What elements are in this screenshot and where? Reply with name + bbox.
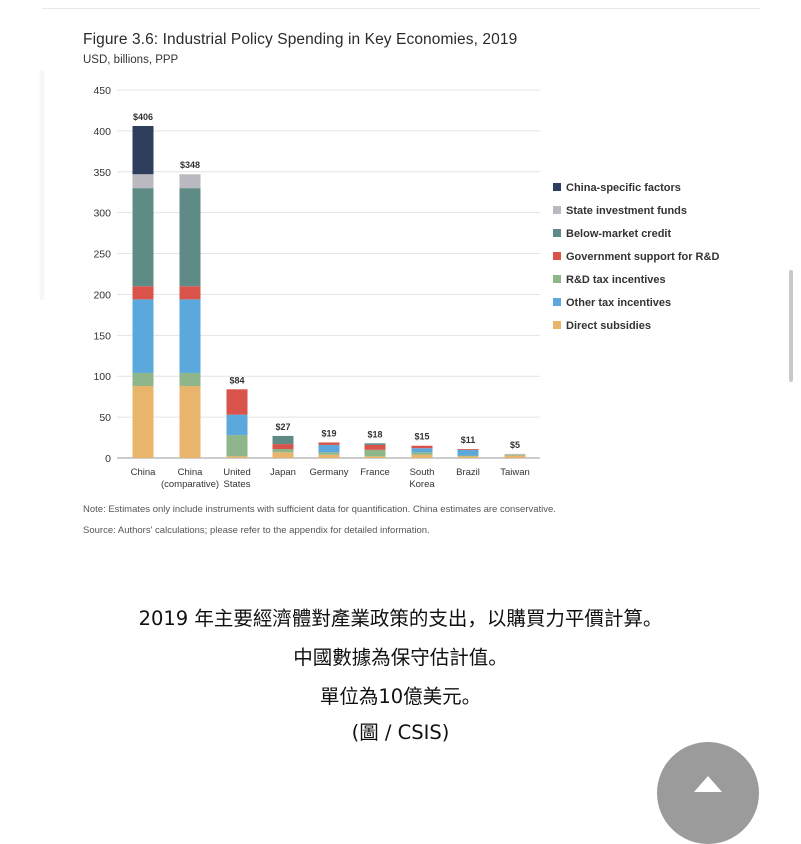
x-tick-label-china-comparative--line2: (comparative) xyxy=(161,479,219,490)
figure-title: Figure 3.6: Industrial Policy Spending i… xyxy=(83,31,518,48)
bar-segment-germany-r-d-tax-incentives xyxy=(318,452,340,455)
bar-segment-germany-government-support-for-r-d xyxy=(318,442,340,445)
bar-segment-taiwan-direct-subsidies xyxy=(504,455,526,458)
bar-segment-china-comparative--other-tax-incentives xyxy=(179,299,201,373)
bar-segment-south-korea-other-tax-incentives xyxy=(411,448,433,453)
x-tick-label-germany: Germany xyxy=(309,467,348,478)
total-label-united-states: $84 xyxy=(229,375,244,385)
bar-segment-france-r-d-tax-incentives xyxy=(364,449,386,457)
bar-segment-germany-direct-subsidies xyxy=(318,454,340,458)
x-tick-label-united-states-line2: States xyxy=(224,479,251,490)
legend-swatch-state-investment-funds xyxy=(553,206,561,214)
total-label-japan: $27 xyxy=(275,422,290,432)
up-arrow-icon xyxy=(694,776,722,792)
y-tick-label-200: 200 xyxy=(93,289,111,301)
bar-segment-china-r-d-tax-incentives xyxy=(132,372,154,387)
bar-segment-china-below-market-credit xyxy=(132,188,154,287)
x-tick-label-taiwan: Taiwan xyxy=(500,467,530,478)
x-tick-label-south-korea-line2: Korea xyxy=(409,479,435,490)
bar-segment-china-comparative--below-market-credit xyxy=(179,188,201,287)
figure-subtitle: USD, billions, PPP xyxy=(83,54,179,66)
legend-swatch-china-specific-factors xyxy=(553,183,561,191)
bar-segment-china-comparative--direct-subsidies xyxy=(179,386,201,458)
total-label-china-comparative-: $348 xyxy=(180,160,200,170)
total-label-south-korea: $15 xyxy=(414,432,429,442)
x-tick-label-united-states: United xyxy=(223,467,250,478)
bar-segment-japan-below-market-credit xyxy=(272,435,294,445)
legend-label-r-d-tax-incentives: R&D tax incentives xyxy=(566,274,666,286)
scroll-to-top-button[interactable] xyxy=(657,742,759,844)
bar-segment-brazil-r-d-tax-incentives xyxy=(457,455,479,457)
bar-segment-china-state-investment-funds xyxy=(132,174,154,189)
bar-segment-japan-r-d-tax-incentives xyxy=(272,449,294,453)
legend-label-state-investment-funds: State investment funds xyxy=(566,205,687,217)
figure-note: Note: Estimates only include instruments… xyxy=(83,504,556,515)
legend-label-government-support-for-r-d: Government support for R&D xyxy=(566,251,719,263)
bar-segment-japan-direct-subsidies xyxy=(272,452,294,458)
y-tick-label-150: 150 xyxy=(93,330,111,342)
bar-segment-china-comparative--r-d-tax-incentives xyxy=(179,372,201,387)
bar-segment-china-comparative--government-support-for-r-d xyxy=(179,286,201,300)
bar-segment-germany-other-tax-incentives xyxy=(318,444,340,453)
legend-swatch-other-tax-incentives xyxy=(553,298,561,306)
caption-line-1: 2019 年主要經濟體對產業政策的支出，以購買力平價計算。 xyxy=(138,607,663,630)
legend-swatch-r-d-tax-incentives xyxy=(553,275,561,283)
bar-segment-united-states-other-tax-incentives xyxy=(226,414,248,436)
legend-label-below-market-credit: Below-market credit xyxy=(566,228,671,240)
x-tick-label-china-comparative-: China xyxy=(178,467,204,478)
bar-segment-united-states-r-d-tax-incentives xyxy=(226,435,248,457)
bar-segment-china-direct-subsidies xyxy=(132,386,154,458)
top-divider xyxy=(42,8,760,9)
bar-segment-united-states-government-support-for-r-d xyxy=(226,389,248,415)
bar-segment-china-other-tax-incentives xyxy=(132,299,154,373)
x-tick-label-brazil: Brazil xyxy=(456,467,480,478)
bar-segment-japan-government-support-for-r-d xyxy=(272,444,294,450)
caption-line-4: (圖 / CSIS) xyxy=(351,721,450,744)
bar-segment-france-below-market-credit xyxy=(364,443,386,445)
figure-source: Source: Authors' calculations; please re… xyxy=(83,525,430,536)
y-tick-label-300: 300 xyxy=(93,208,111,220)
y-tick-label-250: 250 xyxy=(93,249,111,261)
legend-label-china-specific-factors: China-specific factors xyxy=(566,182,681,194)
bar-segment-china-government-support-for-r-d xyxy=(132,286,154,300)
caption-line-2: 中國數據為保守估計值。 xyxy=(293,646,508,669)
total-label-france: $18 xyxy=(367,429,382,439)
y-tick-label-350: 350 xyxy=(93,167,111,179)
x-tick-label-japan: Japan xyxy=(270,467,296,478)
bar-segment-china-comparative--state-investment-funds xyxy=(179,174,201,189)
bar-segment-china-china-specific-factors xyxy=(132,125,154,175)
legend-swatch-direct-subsidies xyxy=(553,321,561,329)
legend-swatch-government-support-for-r-d xyxy=(553,252,561,260)
x-tick-label-france: France xyxy=(360,467,390,478)
legend-label-direct-subsidies: Direct subsidies xyxy=(566,320,651,332)
image-edge-shadow xyxy=(38,70,46,300)
y-tick-label-400: 400 xyxy=(93,126,111,138)
y-tick-label-450: 450 xyxy=(93,85,111,97)
bar-segment-south-korea-government-support-for-r-d xyxy=(411,445,433,449)
x-tick-label-south-korea: South xyxy=(410,467,435,478)
legend-swatch-below-market-credit xyxy=(553,229,561,237)
total-label-germany: $19 xyxy=(321,428,336,438)
bar-segment-france-government-support-for-r-d xyxy=(364,444,386,450)
total-label-china: $406 xyxy=(133,112,153,122)
legend-label-other-tax-incentives: Other tax incentives xyxy=(566,297,671,309)
bar-segment-united-states-direct-subsidies xyxy=(226,456,248,458)
bar-segment-brazil-other-tax-incentives xyxy=(457,449,479,456)
page-scrollbar[interactable] xyxy=(789,270,793,382)
bar-segment-france-direct-subsidies xyxy=(364,456,386,458)
y-tick-label-0: 0 xyxy=(105,453,111,465)
y-tick-label-50: 50 xyxy=(99,412,111,424)
bar-segment-south-korea-r-d-tax-incentives xyxy=(411,452,433,455)
caption-line-3: 單位為10億美元。 xyxy=(319,685,482,708)
x-tick-label-china: China xyxy=(131,467,157,478)
bar-segment-brazil-government-support-for-r-d xyxy=(457,449,479,450)
total-label-taiwan: $5 xyxy=(510,440,520,450)
bar-segment-south-korea-direct-subsidies xyxy=(411,454,433,458)
stacked-bar-chart: 0 50 100 150 200 250 300 350 400 450 $406 China $348… xyxy=(93,85,719,490)
y-tick-label-100: 100 xyxy=(93,371,111,383)
total-label-brazil: $11 xyxy=(461,435,476,445)
bar-segment-taiwan-r-d-tax-incentives xyxy=(504,454,526,456)
bar-segment-taiwan-state-investment-funds xyxy=(504,453,526,455)
bar-segment-brazil-direct-subsidies xyxy=(457,456,479,458)
